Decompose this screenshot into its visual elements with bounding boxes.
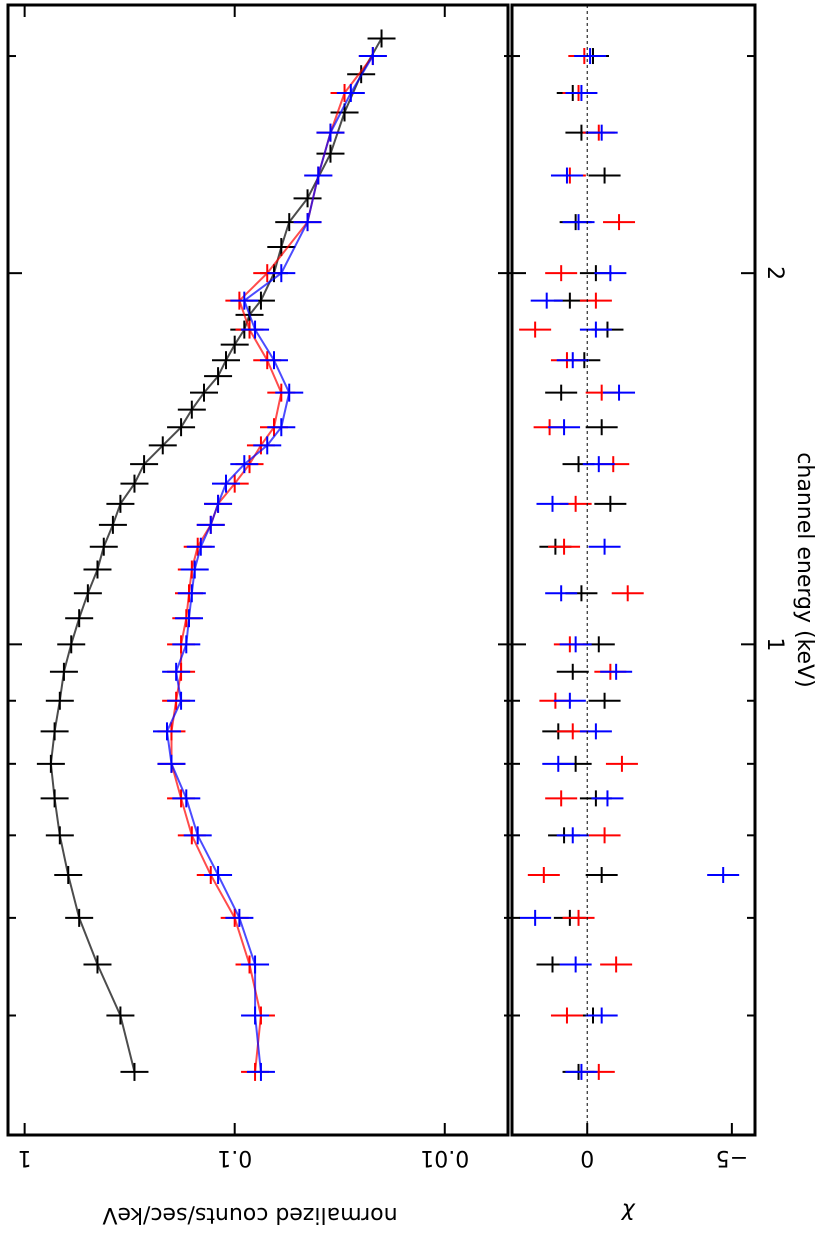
spectrum-series-2 xyxy=(153,47,387,1081)
y-axis-title: normalized counts/sec/keV xyxy=(102,1202,397,1227)
residual-tick-label: 0 xyxy=(580,1145,594,1170)
residual-series-1 xyxy=(519,48,644,1080)
value-tick-label: 0.01 xyxy=(420,1145,469,1170)
model-line xyxy=(165,55,374,1073)
value-tick-label: 0.1 xyxy=(217,1145,252,1170)
model-line xyxy=(170,55,374,1073)
axis-labels: 1 0.1 0.01 0 −5 1 2 channel energy (keV) normali… xyxy=(18,266,817,1227)
spectrum-panel-frame xyxy=(6,3,510,1137)
model-line xyxy=(49,38,383,1073)
residual-axis-title: χ xyxy=(621,1202,636,1227)
x-axis-title: channel energy (keV) xyxy=(792,452,817,687)
value-tick-label: 1 xyxy=(18,1145,32,1170)
residual-tick-label: −5 xyxy=(716,1145,748,1170)
spectrum-series-0 xyxy=(36,29,396,1081)
energy-tick-label: 1 xyxy=(762,637,787,651)
residual-series-0 xyxy=(536,48,627,1080)
axis-ticks xyxy=(8,5,755,1135)
energy-tick-label: 2 xyxy=(762,266,787,280)
residual-series-2 xyxy=(519,48,740,1080)
panel-frames xyxy=(6,3,757,1137)
residual-panel-frame xyxy=(510,3,757,1137)
spectrum-series-1 xyxy=(157,47,387,1081)
data-marks xyxy=(36,5,740,1135)
